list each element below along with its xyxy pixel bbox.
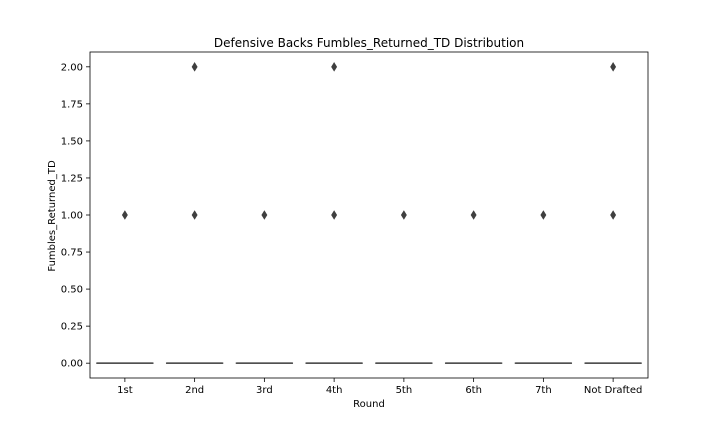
- outlier-point-2-2: [191, 62, 198, 72]
- outlier-point-4-2: [331, 62, 338, 72]
- outlier-point-5-1: [400, 210, 407, 220]
- x-tick-label-2: 2nd: [185, 385, 204, 396]
- outlier-point-8-2: [610, 62, 617, 72]
- x-tick-label-5: 5th: [396, 385, 413, 396]
- outlier-point-7-1: [540, 210, 547, 220]
- plot-area: 0.00 0.25 0.50 0.75 1.00 1.25 1.50 1.75 2.00 1st 2…: [61, 51, 649, 396]
- y-tick-label-4: 0.75: [61, 248, 83, 259]
- y-tick-label-3: 0.50: [61, 285, 83, 296]
- y-tick-label-9: 2.00: [61, 62, 83, 73]
- outlier-point-3-1: [261, 210, 268, 220]
- chart-title: Defensive Backs Fumbles_Returned_TD Dist…: [214, 36, 524, 50]
- x-tick-label-7: 7th: [535, 385, 552, 396]
- y-axis-label: Fumbles_Returned_TD: [47, 160, 58, 272]
- y-tick-label-7: 1.50: [61, 136, 83, 147]
- x-tick-label-3: 3rd: [256, 385, 273, 396]
- outlier-point-6-1: [470, 210, 477, 220]
- axes-frame: [89, 51, 649, 379]
- outlier-point-8-1: [610, 210, 617, 220]
- y-tick-label-6: 1.25: [61, 173, 83, 184]
- y-tick-label-8: 1.75: [61, 99, 83, 110]
- y-tick-label-1: 0.00: [61, 359, 83, 370]
- x-tick-label-4: 4th: [326, 385, 343, 396]
- y-tick-label-2: 0.25: [61, 322, 83, 333]
- outlier-point-1-1: [121, 210, 128, 220]
- y-tick-label-5: 1.00: [61, 211, 83, 222]
- x-tick-label-6: 6th: [465, 385, 482, 396]
- outlier-point-4-1: [331, 210, 338, 220]
- x-tick-label-1: 1st: [117, 385, 133, 396]
- x-axis-label: Round: [353, 399, 385, 410]
- outlier-point-2-1: [191, 210, 198, 220]
- x-tick-label-8: Not Drafted: [584, 385, 642, 396]
